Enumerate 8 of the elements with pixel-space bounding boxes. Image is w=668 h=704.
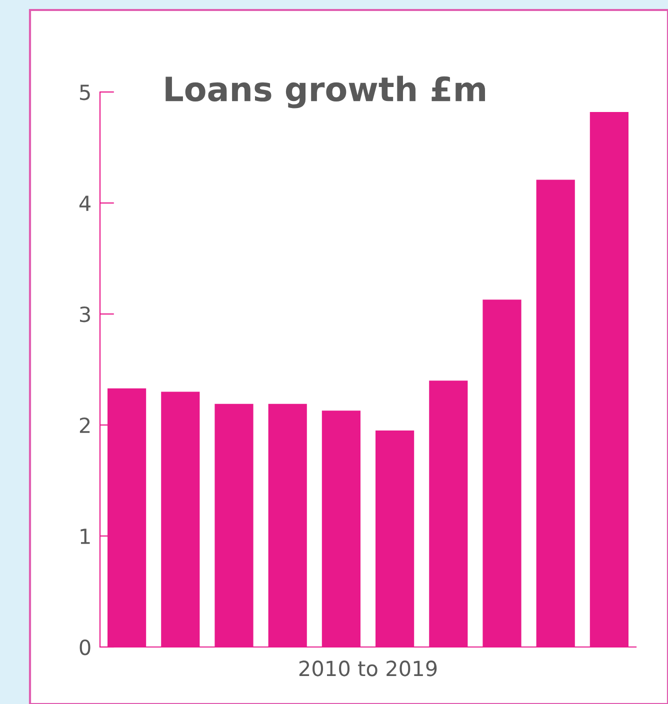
y-tick-label: 4	[79, 196, 90, 211]
x-axis-title: 2010 to 2019	[299, 660, 437, 676]
y-tick-label: 0	[80, 639, 90, 656]
y-tick-label: 5	[80, 84, 90, 100]
y-tick-label: 3	[80, 306, 90, 322]
y-tick-label: 1	[80, 528, 90, 544]
chart-title: Loans growth £m	[166, 76, 485, 108]
y-tick-label: 2	[80, 417, 90, 433]
